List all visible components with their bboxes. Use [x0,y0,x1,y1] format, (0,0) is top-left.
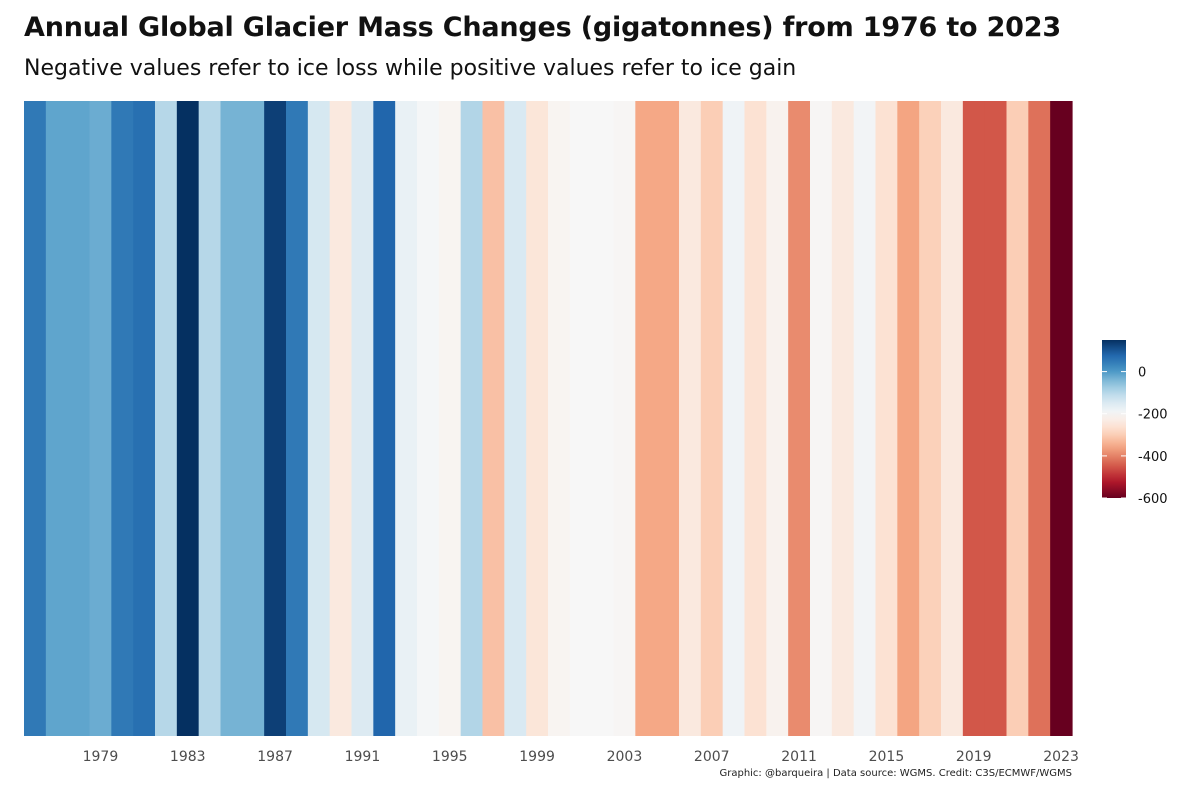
x-tick-label-2003: 2003 [607,749,643,765]
stripe-1988 [286,101,309,736]
x-tick-label-1987: 1987 [257,749,293,765]
stripe-1983 [176,101,200,736]
stripe-1976 [24,101,47,736]
stripe-1995 [438,101,462,736]
stripe-1979 [89,101,112,736]
stripe-1997 [482,101,505,736]
stripe-2015 [875,101,898,736]
x-tick-label-2015: 2015 [869,749,905,765]
stripe-2002 [591,101,615,736]
stripe-2000 [548,101,571,736]
x-tick-label-1995: 1995 [432,749,468,765]
stripe-2019 [962,101,986,736]
stripe-2005 [657,101,680,736]
x-tick-label-2007: 2007 [694,749,730,765]
stripe-1994 [417,101,440,736]
stripe-2022 [1028,101,1051,736]
stripe-2023 [1050,101,1073,736]
stripe-1996 [460,101,484,736]
stripe-2011 [788,101,811,736]
x-tick-label-1979: 1979 [83,749,119,765]
stripe-1982 [155,101,178,736]
x-tick-label-1999: 1999 [519,749,555,765]
source-caption: Graphic: @barqueira | Data source: WGMS.… [719,768,1072,779]
stripe-2017 [919,101,942,736]
stripe-1980 [111,101,134,736]
chart-subtitle: Negative values refer to ice loss while … [24,56,797,81]
stripe-2006 [679,101,702,736]
x-tick-label-2023: 2023 [1043,749,1079,765]
x-tick-label-2011: 2011 [781,749,817,765]
stripe-1987 [264,101,287,736]
stripe-1999 [526,101,549,736]
legend-tick-label: -600 [1138,492,1168,507]
stripe-2009 [744,101,767,736]
stripe-2013 [831,101,855,736]
stripe-2021 [1006,101,1029,736]
stripe-1990 [329,101,353,736]
stripe-2001 [569,101,593,736]
x-tick-label-2019: 2019 [956,749,992,765]
stripe-1985 [220,101,243,736]
stripe-2014 [853,101,877,736]
stripe-1991 [351,101,374,736]
stripe-2020 [984,101,1008,736]
legend-color-bar [1102,340,1126,498]
stripes-group [24,101,1073,736]
stripe-2004 [635,101,658,736]
stripe-1984 [198,101,222,736]
stripe-2016 [897,101,920,736]
legend-tick-label: -400 [1138,450,1168,465]
x-axis-ticks: 1979 1983 1987 1991 1995 1999 2003 2007 2011 2015… [83,749,1079,765]
stripe-2003 [613,101,636,736]
stripe-1989 [307,101,331,736]
stripe-2010 [766,101,789,736]
stripe-1977 [45,101,69,736]
x-tick-label-1991: 1991 [345,749,381,765]
color-legend: 0 -200 -400 -600 [1102,340,1168,507]
stripe-1981 [133,101,156,736]
stripe-2007 [700,101,724,736]
legend-tick-label: -200 [1138,408,1168,423]
stripe-2018 [941,101,964,736]
stripe-2008 [722,101,746,736]
stripe-2012 [810,101,833,736]
stripe-1986 [242,101,265,736]
stripe-1998 [504,101,527,736]
stripe-1992 [373,101,396,736]
legend-tick-label: 0 [1138,366,1146,381]
chart-title: Annual Global Glacier Mass Changes (giga… [24,12,1061,43]
stripe-1978 [67,101,91,736]
x-tick-label-1983: 1983 [170,749,206,765]
stripe-1993 [395,101,418,736]
